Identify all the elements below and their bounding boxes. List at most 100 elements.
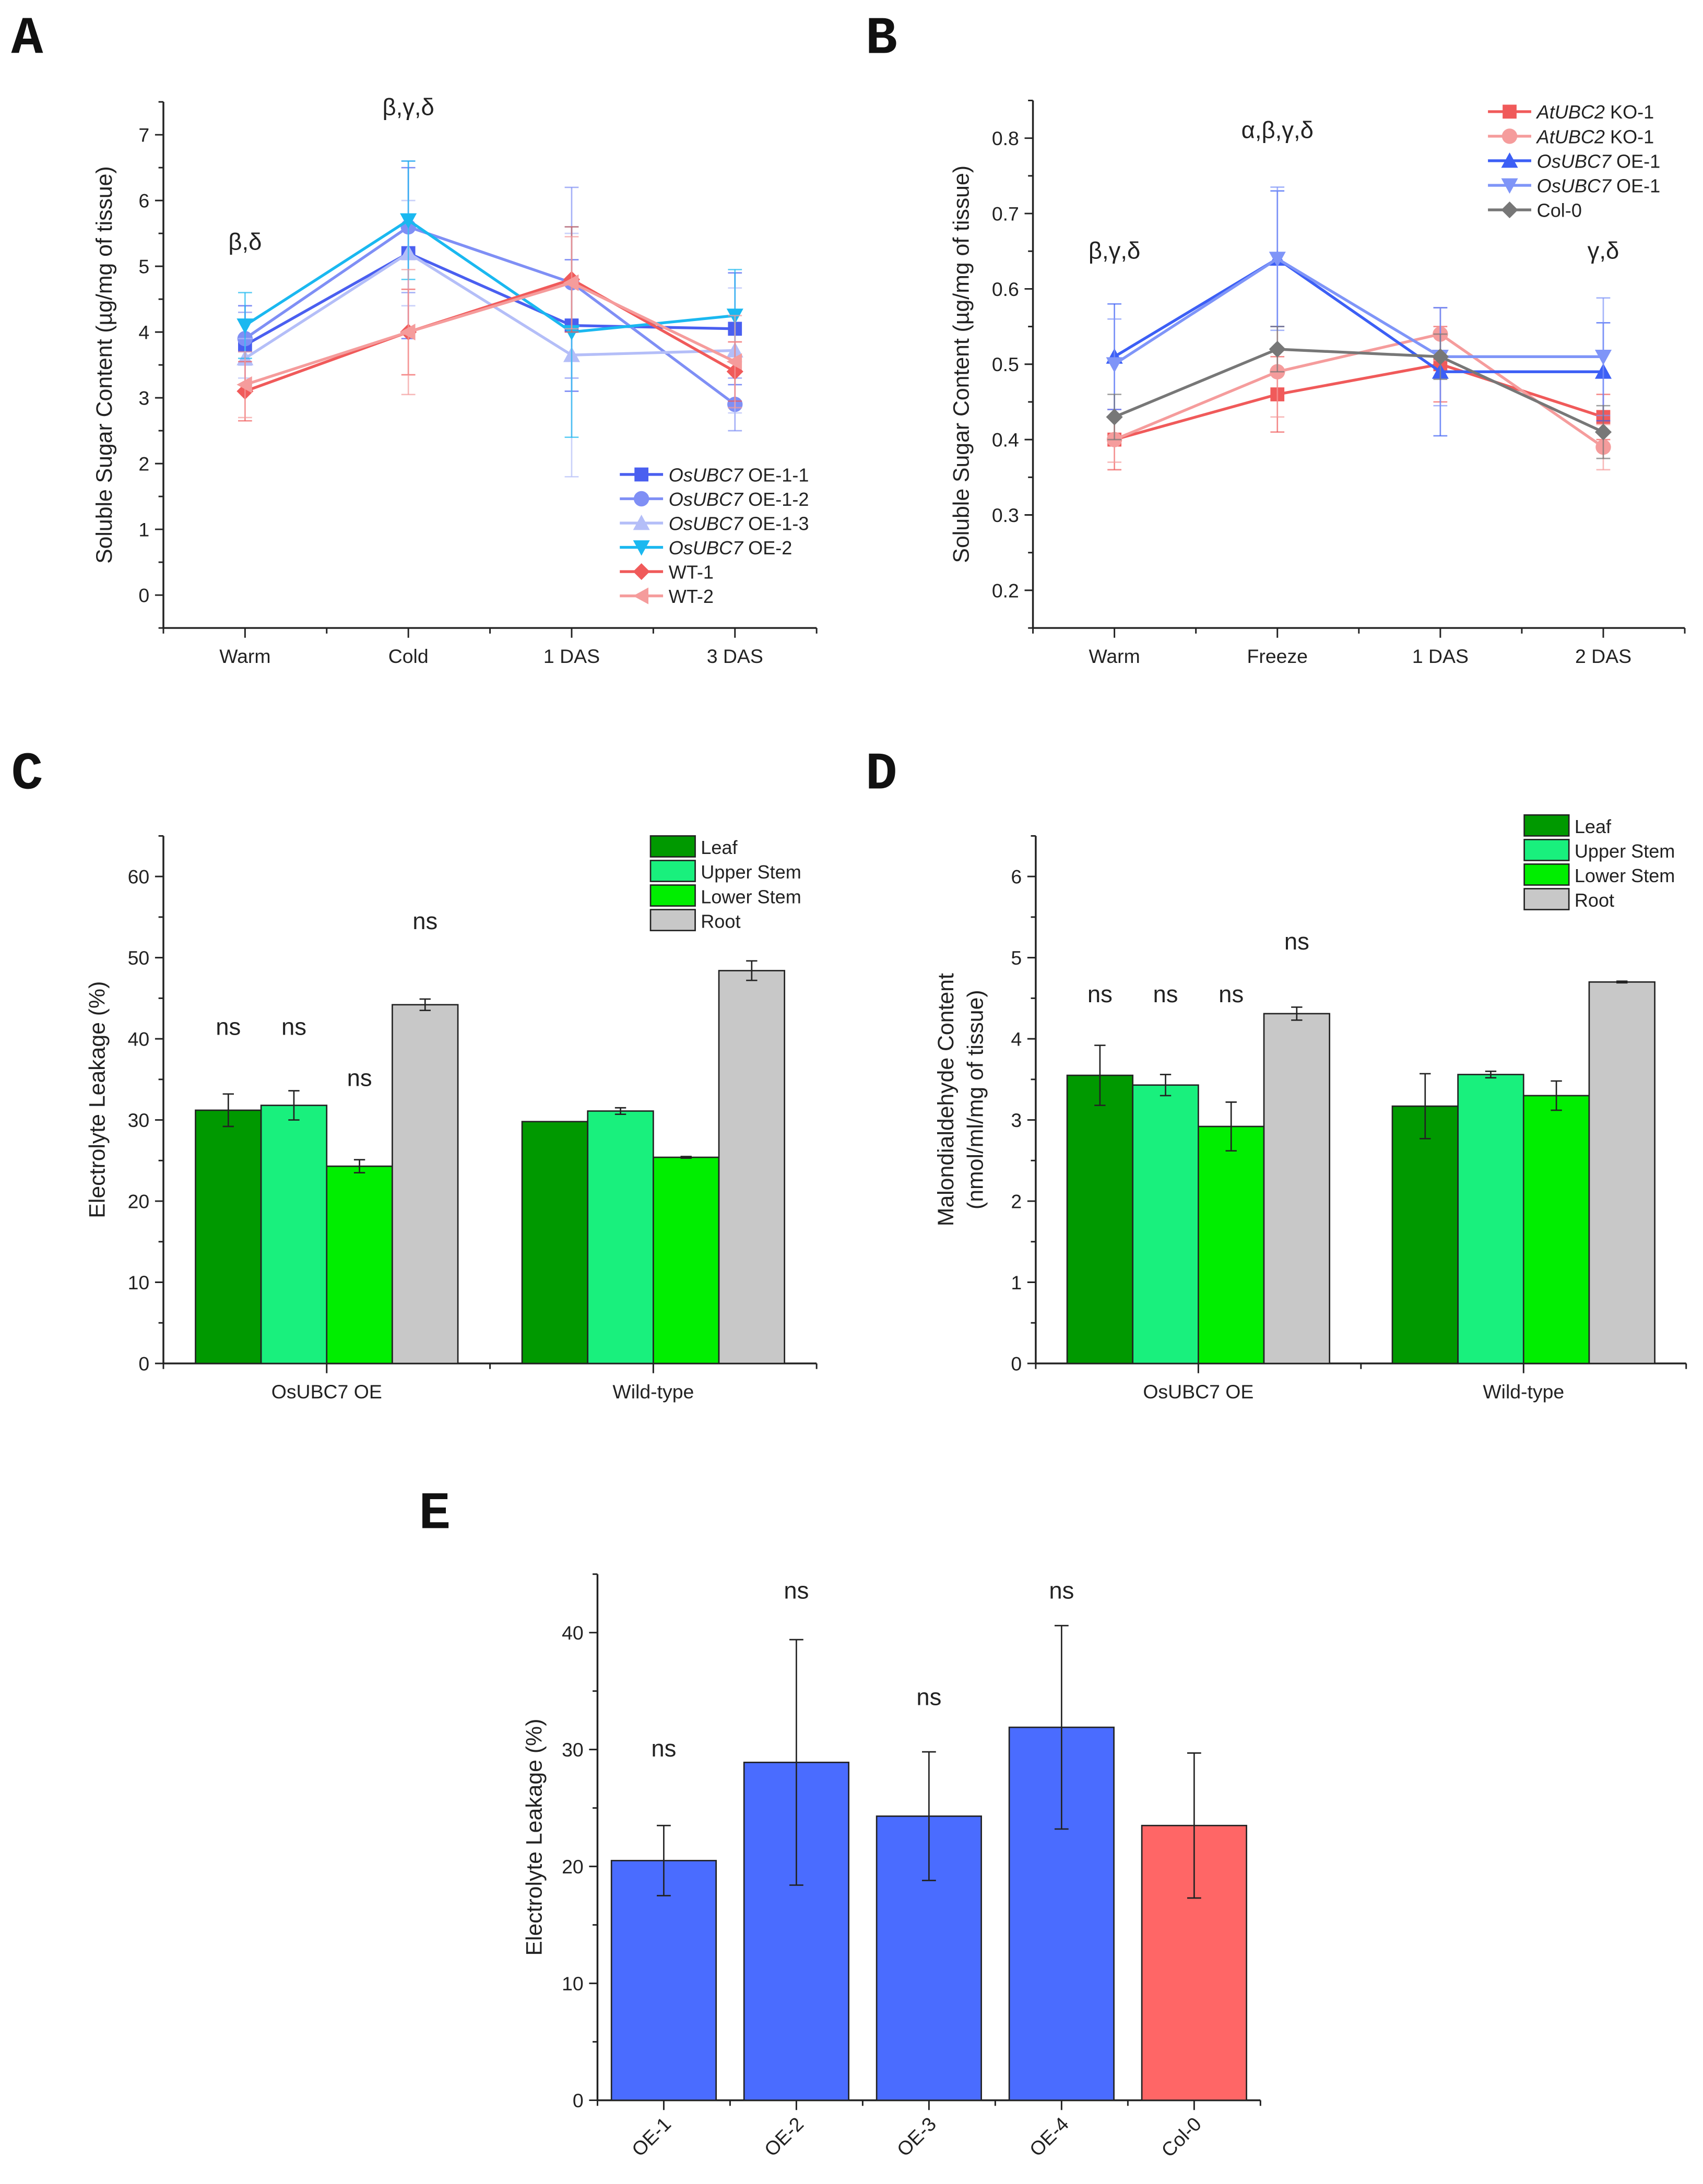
bar [718, 970, 786, 1364]
bar [260, 1105, 328, 1364]
x-tick-label: Freeze [1247, 645, 1308, 667]
bar [1522, 1095, 1590, 1364]
legend-label: OsUBC7 OE-2 [669, 537, 793, 559]
series-3 [1106, 186, 1612, 417]
bar [587, 1110, 654, 1364]
bar [653, 1156, 720, 1364]
legend-line-name: WT-2 [669, 586, 714, 607]
series-5 [236, 236, 742, 419]
series-line [244, 225, 736, 406]
legend-label: OsUBC7 OE-1 [1537, 175, 1661, 196]
series-line [1114, 333, 1604, 448]
y-axis-label: Soluble Sugar Content (µg/mg of tissue) [92, 166, 117, 564]
significance-label: γ,δ [1588, 238, 1619, 264]
y-tick-label: 1 [1011, 1272, 1022, 1293]
panel-letter: B [866, 9, 897, 69]
legend-gene: AtUBC2 [1536, 101, 1605, 123]
legend-label: Lower Stem [1575, 865, 1675, 886]
legend-line-name: KO-1 [1605, 126, 1654, 147]
y-tick-label: 0.8 [992, 127, 1019, 149]
y-tick-label: 30 [562, 1739, 584, 1761]
data-point [1432, 348, 1449, 365]
y-axis-label: Soluble Sugar Content (µg/mg of tissue) [949, 165, 974, 563]
significance-label: ns [347, 1064, 372, 1091]
y-tick-label: 6 [1011, 866, 1022, 888]
legend-label: Leaf [701, 837, 738, 858]
significance-label: ns [1049, 1577, 1074, 1604]
legend-label: AtUBC2 KO-1 [1536, 126, 1654, 147]
legend-marker [1501, 201, 1518, 219]
y-tick-label: 0.5 [992, 353, 1019, 375]
significance-label: ns [1219, 981, 1244, 1007]
y-tick-label: 5 [1011, 947, 1022, 969]
y-tick-label: 0 [138, 584, 149, 606]
panel-letter: A [11, 9, 43, 69]
data-point [1269, 252, 1286, 267]
data-point [236, 376, 252, 393]
bar [1198, 1125, 1265, 1364]
series-3 [236, 160, 743, 438]
x-tick-label: Col-0 [1157, 2113, 1205, 2162]
y-tick-label: 0.4 [992, 429, 1019, 451]
x-tick-label: Warm [1089, 645, 1140, 667]
x-tick-label: OE-1 [628, 2113, 675, 2161]
legend-item: OsUBC7 OE-2 [620, 537, 792, 559]
legend-marker [633, 491, 649, 507]
x-tick-label: OsUBC7 OE [1143, 1381, 1253, 1403]
legend-item: WT-2 [620, 586, 714, 607]
data-point [726, 353, 742, 370]
legend-line-name: OE-1-3 [743, 513, 809, 534]
bar [876, 1815, 982, 2101]
x-tick-label: Cold [388, 645, 429, 667]
legend-gene: OsUBC7 [669, 464, 744, 485]
legend-label: WT-2 [669, 586, 714, 607]
significance-label: α,β,γ,δ [1241, 117, 1314, 144]
legend-item: OsUBC7 OE-1-1 [620, 464, 809, 485]
series-1 [237, 160, 743, 432]
significance-label: ns [1284, 928, 1309, 955]
data-point [563, 274, 579, 291]
x-tick-label: 2 DAS [1575, 645, 1631, 667]
legend-gene: AtUBC2 [1536, 126, 1605, 147]
legend-marker [633, 540, 650, 556]
bar [1457, 1074, 1524, 1364]
legend-line-name: OE-1-1 [743, 464, 809, 485]
panel-c: C 0 10 20 30 40 50 60 OsUBC7 OE Wild-type Electrol… [11, 744, 818, 1403]
data-point [1594, 423, 1612, 441]
legend-item: AtUBC2 KO-1 [1488, 126, 1654, 147]
legend-line-name: WT-1 [669, 561, 714, 583]
legend-label: OsUBC7 OE-1-3 [669, 513, 809, 534]
y-tick-label: 3 [138, 387, 149, 409]
data-point [1269, 340, 1286, 358]
significance-label: ns [1153, 981, 1178, 1007]
data-point [1106, 408, 1123, 425]
significance-label: β,γ,δ [1089, 238, 1140, 264]
legend-item: Col-0 [1488, 199, 1582, 221]
legend-gene: OsUBC7 [669, 537, 744, 559]
legend-marker [1503, 104, 1517, 119]
y-tick-label: 4 [1011, 1028, 1022, 1050]
y-tick-label: 4 [138, 321, 149, 343]
y-axis-label: Electrolyte Leakage (%) [522, 1719, 547, 1956]
significance-label: ns [216, 1013, 241, 1040]
bar [195, 1109, 262, 1364]
y-tick-label: 0.3 [992, 504, 1019, 526]
data-point [236, 318, 254, 334]
legend-item: AtUBC2 KO-1 [1488, 101, 1654, 123]
bar [1263, 1013, 1331, 1364]
y-tick-label: 0 [573, 2090, 584, 2111]
x-tick-label: 3 DAS [707, 645, 763, 667]
legend-line-name: OE-1 [1611, 175, 1660, 196]
legend-gene: OsUBC7 [1537, 150, 1612, 172]
legend-swatch [649, 835, 696, 858]
y-tick-label: 10 [128, 1272, 150, 1293]
x-tick-label: OE-2 [760, 2113, 808, 2161]
legend-label: Lower Stem [701, 886, 801, 907]
x-tick-label: OE-4 [1025, 2113, 1073, 2161]
y-tick-label: 20 [562, 1856, 584, 1878]
legend-line-name: Col-0 [1537, 199, 1582, 221]
legend-item: OsUBC7 OE-1 [1488, 150, 1660, 172]
legend-label: OsUBC7 OE-1 [1537, 150, 1661, 172]
legend-swatch [649, 860, 696, 882]
